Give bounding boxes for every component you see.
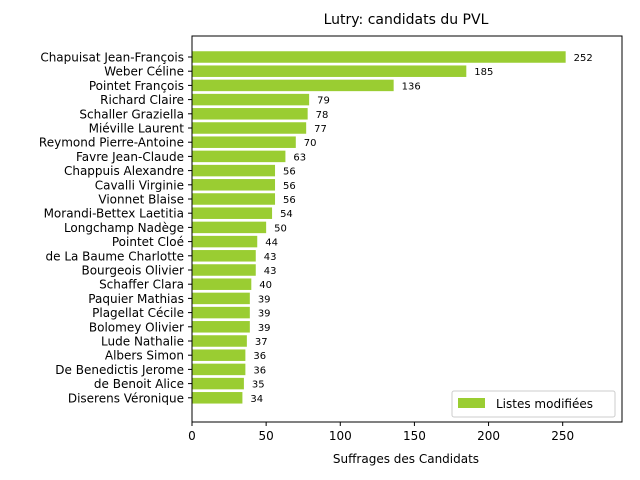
chart-title: Lutry: candidats du PVL — [324, 12, 489, 28]
data-label: 35 — [252, 380, 265, 391]
bar — [192, 193, 276, 205]
bar — [192, 306, 250, 319]
data-label: 36 — [253, 365, 266, 376]
category-label: Pointet François — [89, 79, 184, 93]
category-label: Vionnet Blaise — [98, 193, 184, 207]
legend-box — [451, 390, 616, 418]
bar — [192, 278, 252, 290]
bar — [192, 122, 307, 134]
bar — [192, 51, 566, 63]
category-label: Schaffer Clara — [99, 278, 184, 292]
category-label: Reymond Pierre-Antoine — [39, 136, 184, 150]
bar — [192, 150, 286, 163]
category-label: Favre Jean-Claude — [76, 150, 184, 164]
category-label: Longchamp Nadège — [64, 221, 184, 235]
data-label: 56 — [283, 181, 296, 192]
category-label: Bolomey Olivier — [89, 320, 184, 334]
x-axis-label: Suffrages des Candidats — [333, 452, 479, 466]
data-label: 43 — [264, 252, 277, 263]
data-label: 77 — [314, 124, 327, 135]
data-label: 36 — [253, 351, 266, 362]
bar — [192, 221, 267, 234]
category-label: Pointet Cloé — [112, 235, 184, 249]
data-label: 37 — [255, 337, 268, 348]
data-label: 39 — [258, 309, 271, 320]
data-label: 56 — [283, 167, 296, 178]
bars-group — [192, 51, 566, 404]
category-label: Chappuis Alexandre — [64, 164, 184, 178]
bar — [192, 207, 273, 219]
x-tick-label: 150 — [403, 429, 426, 443]
data-label: 54 — [280, 209, 293, 220]
bar — [192, 264, 256, 276]
category-label: Schaller Graziella — [79, 107, 184, 121]
bar — [192, 235, 258, 248]
bar — [192, 335, 247, 347]
bar — [192, 93, 310, 106]
category-label: Paquier Mathias — [88, 292, 184, 306]
data-label: 40 — [259, 280, 272, 291]
data-label: 78 — [316, 110, 329, 121]
data-labels: 252 185 136 79 78 77 70 63 56 56 56 54 50 44 43 43 40 39 3… — [250, 53, 592, 405]
bar — [192, 349, 246, 361]
category-label: Bourgeois Olivier — [81, 264, 184, 278]
category-label: de La Baume Charlotte — [46, 249, 185, 263]
legend-label: Listes modifiées — [496, 397, 593, 411]
category-label: Albers Simon — [105, 349, 184, 363]
data-label: 56 — [283, 195, 296, 206]
bar — [192, 321, 250, 333]
bar — [192, 65, 467, 77]
bar — [192, 79, 394, 92]
legend-swatch — [458, 398, 485, 408]
bar — [192, 377, 244, 390]
data-label: 136 — [402, 81, 421, 92]
category-label: de Benoit Alice — [94, 377, 184, 391]
bar — [192, 363, 246, 376]
bar — [192, 136, 296, 148]
bar — [192, 108, 308, 120]
x-tick-label: 100 — [329, 429, 352, 443]
bar — [192, 250, 256, 262]
category-label: Miéville Laurent — [89, 122, 185, 136]
x-tick-label: 200 — [477, 429, 500, 443]
category-label: De Benedictis Jerome — [55, 363, 184, 377]
category-label: Plagellat Cécile — [92, 306, 184, 320]
data-label: 70 — [304, 138, 317, 149]
category-label: Cavalli Virginie — [95, 178, 184, 192]
x-axis: 0 50 100 150 200 250 — [188, 422, 574, 443]
x-tick-label: 250 — [551, 429, 574, 443]
bar — [192, 164, 276, 177]
data-label: 34 — [250, 394, 263, 405]
data-label: 79 — [317, 96, 330, 107]
category-label: Richard Claire — [100, 93, 184, 107]
bar — [192, 292, 250, 305]
data-label: 39 — [258, 323, 271, 334]
category-label: Morandi-Bettex Laetitia — [44, 207, 184, 221]
data-label: 50 — [274, 223, 287, 234]
data-label: 252 — [574, 53, 593, 64]
category-label: Chapuisat Jean-François — [40, 51, 184, 65]
category-label: Weber Céline — [104, 65, 184, 79]
data-label: 43 — [264, 266, 277, 277]
data-label: 44 — [265, 238, 278, 249]
legend: Listes modifiées — [451, 390, 616, 418]
x-tick-label: 50 — [258, 429, 273, 443]
data-label: 39 — [258, 294, 271, 305]
plot-frame — [191, 35, 623, 423]
bar — [192, 179, 276, 191]
category-label: Diserens Véronique — [68, 391, 184, 405]
data-label: 63 — [293, 152, 306, 163]
category-label: Lude Nathalie — [101, 335, 184, 349]
bar — [192, 392, 243, 404]
x-tick-label: 0 — [188, 429, 196, 443]
data-label: 185 — [474, 67, 493, 78]
